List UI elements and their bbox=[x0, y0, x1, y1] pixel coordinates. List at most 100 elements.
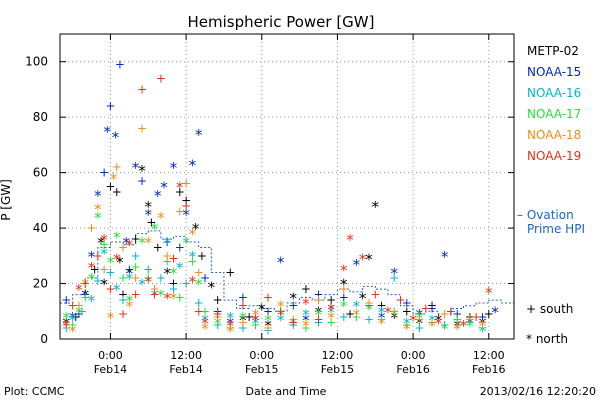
legend-entry: METP-02 bbox=[527, 44, 579, 58]
data-point: * bbox=[63, 317, 71, 335]
data-point: * bbox=[116, 253, 124, 271]
data-point: + bbox=[77, 304, 87, 318]
data-point: * bbox=[479, 317, 487, 335]
data-point: + bbox=[168, 282, 178, 296]
data-point: + bbox=[168, 277, 178, 291]
data-point: * bbox=[94, 209, 102, 227]
grid-lines bbox=[60, 34, 514, 340]
data-point: * bbox=[107, 309, 115, 327]
data-point: + bbox=[402, 318, 412, 332]
data-point: * bbox=[94, 187, 102, 205]
data-point: * bbox=[403, 314, 411, 332]
data-point: + bbox=[452, 313, 462, 327]
data-point: + bbox=[326, 315, 336, 329]
data-point: * bbox=[327, 309, 335, 327]
data-point: * bbox=[353, 256, 361, 274]
data-point: * bbox=[145, 273, 153, 291]
y-tick-label: 0 bbox=[40, 332, 48, 346]
data-point: + bbox=[146, 216, 156, 230]
x-tick-time-label: 12:00 bbox=[322, 349, 354, 362]
y-tick-label: 40 bbox=[33, 221, 48, 235]
data-point: + bbox=[238, 321, 248, 335]
plot-frame bbox=[59, 33, 515, 340]
x-tick-time-label: 0:00 bbox=[401, 349, 426, 362]
data-point: * bbox=[227, 323, 235, 341]
data-point: * bbox=[201, 320, 209, 338]
data-point: + bbox=[194, 265, 204, 279]
data-point: + bbox=[131, 249, 141, 263]
data-point: * bbox=[107, 253, 115, 271]
data-point: + bbox=[288, 315, 298, 329]
data-point: * bbox=[88, 292, 96, 310]
data-point: * bbox=[214, 314, 222, 332]
data-point: * bbox=[302, 295, 310, 313]
data-point: + bbox=[131, 232, 141, 246]
data-point: * bbox=[151, 220, 159, 238]
footer-plot-source: Plot: CCMC bbox=[4, 385, 65, 398]
data-point: * bbox=[88, 270, 96, 288]
legend-ovation-line2: Prime HPI bbox=[527, 222, 585, 236]
y-tick-label: 60 bbox=[33, 166, 48, 180]
data-point: * bbox=[88, 248, 96, 266]
data-point: * bbox=[208, 278, 216, 296]
data-point: * bbox=[122, 234, 130, 252]
data-point: * bbox=[479, 314, 487, 332]
data-point: * bbox=[315, 306, 323, 324]
data-point: + bbox=[68, 318, 78, 332]
data-point: * bbox=[390, 309, 398, 327]
data-point: + bbox=[225, 321, 235, 335]
x-tick-date-label: Feb15 bbox=[245, 363, 278, 376]
data-point: + bbox=[484, 307, 494, 321]
data-point: * bbox=[170, 264, 178, 282]
data-point: * bbox=[75, 303, 83, 321]
data-point: * bbox=[258, 301, 266, 319]
data-point: + bbox=[370, 288, 380, 302]
data-point: * bbox=[315, 303, 323, 321]
legend-entry: NOAA-15 bbox=[527, 65, 581, 79]
data-point: + bbox=[452, 307, 462, 321]
data-point: * bbox=[454, 320, 462, 338]
legend-entry: NOAA-17 bbox=[527, 107, 581, 121]
data-point: * bbox=[110, 170, 118, 188]
data-point: * bbox=[454, 320, 462, 338]
data-point: * bbox=[227, 314, 235, 332]
data-point: + bbox=[440, 318, 450, 332]
data-point: * bbox=[346, 231, 354, 249]
data-point: + bbox=[213, 318, 223, 332]
data-point: * bbox=[466, 314, 474, 332]
data-point: + bbox=[162, 235, 172, 249]
data-point: + bbox=[301, 282, 311, 296]
data-point: + bbox=[112, 185, 122, 199]
data-point: + bbox=[80, 290, 90, 304]
y-axis-label: P [GW] bbox=[0, 179, 13, 221]
data-point: * bbox=[201, 312, 209, 330]
data-point: * bbox=[157, 287, 165, 305]
legend: METP-02 NOAA-15 NOAA-16 NOAA-17 NOAA-18 NOAA-… bbox=[517, 44, 585, 346]
data-point: * bbox=[277, 253, 285, 271]
data-point: + bbox=[477, 310, 487, 324]
x-axis-label: Date and Time bbox=[246, 385, 327, 398]
data-point: + bbox=[137, 174, 147, 188]
data-point: + bbox=[250, 318, 260, 332]
data-point: * bbox=[252, 312, 260, 330]
data-point: * bbox=[416, 306, 424, 324]
data-point: + bbox=[99, 238, 109, 252]
data-point: + bbox=[137, 82, 147, 96]
data-point: + bbox=[364, 299, 374, 313]
data-point: * bbox=[170, 159, 178, 177]
data-point: + bbox=[465, 315, 475, 329]
data-point: + bbox=[68, 299, 78, 313]
data-point: * bbox=[138, 276, 146, 294]
data-point: * bbox=[409, 312, 417, 330]
data-point: * bbox=[88, 259, 96, 277]
data-point: * bbox=[192, 220, 200, 238]
data-point: * bbox=[365, 301, 373, 319]
data-point: + bbox=[377, 299, 387, 313]
data-point: + bbox=[200, 304, 210, 318]
data-point: + bbox=[276, 304, 286, 318]
data-point: + bbox=[313, 293, 323, 307]
data-point: * bbox=[145, 198, 153, 216]
data-point: + bbox=[99, 166, 109, 180]
data-point: * bbox=[277, 298, 285, 316]
